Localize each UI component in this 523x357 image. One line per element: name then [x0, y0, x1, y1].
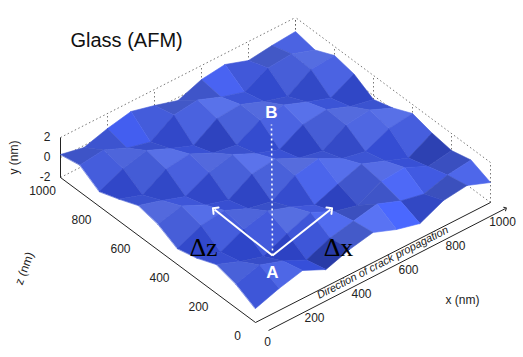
svg-text:Glass (AFM): Glass (AFM) [71, 29, 183, 51]
svg-text:1000: 1000 [489, 215, 516, 229]
svg-text:800: 800 [71, 213, 91, 227]
svg-text:600: 600 [398, 263, 418, 277]
svg-text:800: 800 [445, 239, 465, 253]
svg-text:1000: 1000 [29, 184, 56, 198]
svg-text:Δz: Δz [189, 233, 217, 262]
svg-text:0: 0 [264, 335, 271, 349]
svg-text:y (nm): y (nm) [7, 141, 21, 175]
svg-text:200: 200 [188, 300, 208, 314]
svg-text:Δx: Δx [324, 233, 354, 262]
svg-text:B: B [265, 103, 277, 122]
svg-text:600: 600 [110, 242, 130, 256]
svg-text:x (nm): x (nm) [446, 293, 480, 307]
svg-text:400: 400 [149, 271, 169, 285]
svg-text:z (nm): z (nm) [12, 250, 37, 287]
svg-text:A: A [266, 263, 278, 282]
svg-text:Direction of crack propagation: Direction of crack propagation [315, 223, 450, 301]
svg-text:2: 2 [44, 130, 51, 144]
svg-text:200: 200 [304, 311, 324, 325]
svg-text:400: 400 [351, 287, 371, 301]
svg-text:0: 0 [44, 150, 51, 164]
svg-text:-2: -2 [40, 170, 51, 184]
svg-text:0: 0 [234, 329, 241, 343]
